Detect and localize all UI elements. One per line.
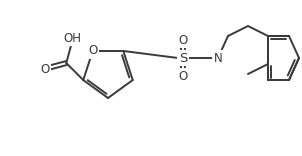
Text: O: O — [88, 44, 97, 57]
Text: O: O — [178, 34, 188, 46]
Text: S: S — [179, 51, 187, 64]
Text: OH: OH — [63, 32, 81, 45]
Text: N: N — [214, 51, 222, 64]
Text: O: O — [178, 70, 188, 83]
Text: O: O — [40, 63, 50, 76]
